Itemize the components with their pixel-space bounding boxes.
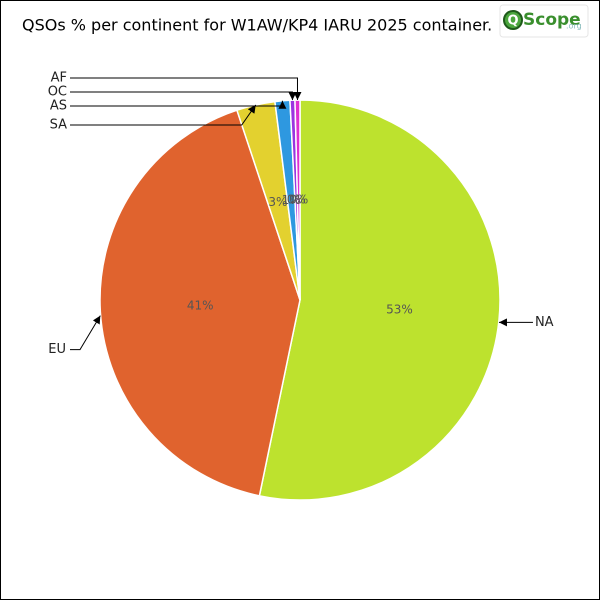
value-label: 0% [289, 193, 308, 207]
value-label: 3% [268, 195, 287, 209]
category-label: EU [48, 342, 66, 357]
value-label: 1% [282, 193, 301, 207]
pie-slice [258, 99, 501, 501]
logo-name: Scope [523, 10, 581, 30]
leader-line [70, 100, 287, 109]
category-label: AF [51, 71, 67, 86]
leader-line [70, 77, 302, 101]
category-label: AS [50, 99, 67, 114]
pie-slice [99, 109, 301, 497]
logo-circle [503, 10, 523, 30]
chart-title: QSOs % per continent for W1AW/KP4 IARU 2… [22, 16, 492, 35]
category-label: OC [48, 85, 67, 100]
leader-line [70, 104, 257, 126]
leader-line [70, 315, 101, 351]
value-label: 0% [287, 193, 306, 207]
value-label: 41% [187, 298, 214, 312]
value-label: 53% [386, 303, 413, 317]
logo-mark: Q [507, 14, 518, 29]
logo-box [499, 4, 589, 38]
category-label: SA [50, 118, 67, 133]
logo-suffix: .org [566, 22, 582, 31]
leader-line [70, 91, 297, 101]
category-label: NA [535, 315, 554, 330]
logo: Q Scope .org [499, 4, 589, 38]
